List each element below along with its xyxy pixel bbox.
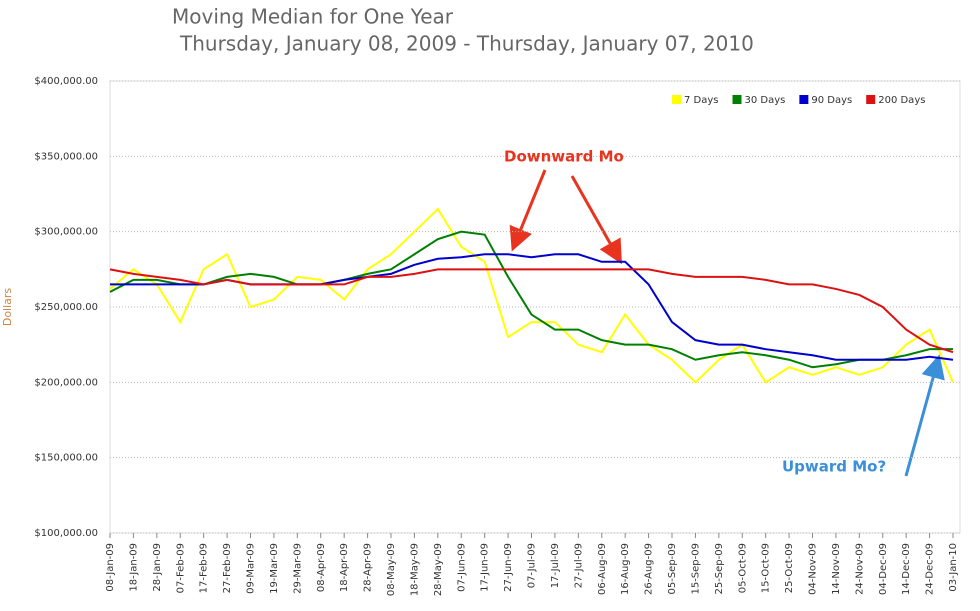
arrow bbox=[904, 354, 945, 477]
x-tick-label: 19-Mar-09 bbox=[269, 543, 280, 594]
x-tick-label: 14-Nov-09 bbox=[831, 543, 842, 595]
x-tick-label: 18-Apr-09 bbox=[339, 543, 350, 592]
x-tick-label: 24-Dec-09 bbox=[925, 543, 936, 595]
series-line bbox=[109, 268, 954, 354]
x-tick-label: 17-Jul-09 bbox=[550, 543, 561, 588]
x-tick-label: 06-Aug-09 bbox=[597, 543, 608, 595]
series-line bbox=[109, 207, 954, 384]
x-tick-label: 18-Jan-09 bbox=[128, 543, 139, 592]
x-tick-label: 27-Feb-09 bbox=[222, 543, 233, 593]
x-tick-label: 17-Jun-09 bbox=[480, 543, 491, 592]
x-tick-label: 29-Mar-09 bbox=[292, 543, 303, 594]
y-tick-label: $100,000.00 bbox=[34, 528, 98, 539]
chart-subtitle: Thursday, January 08, 2009 - Thursday, J… bbox=[179, 32, 754, 56]
legend-swatch bbox=[866, 95, 876, 104]
arrow bbox=[570, 175, 622, 265]
x-tick-label: 28-May-09 bbox=[433, 543, 444, 596]
x-tick-label: 27-Jul-09 bbox=[573, 543, 584, 588]
legend-label: 30 Days bbox=[745, 95, 786, 106]
x-tick-label: 05-Sep-09 bbox=[667, 543, 678, 595]
x-tick-label: 25-Oct-09 bbox=[784, 543, 795, 593]
x-tick-label: 25-Sep-09 bbox=[714, 543, 725, 595]
x-tick-label: 15-Sep-09 bbox=[690, 543, 701, 595]
arrow bbox=[509, 169, 547, 252]
x-tick-label: 17-Feb-09 bbox=[199, 543, 210, 593]
x-tick-label: 28-Apr-09 bbox=[363, 543, 374, 592]
x-tick-label: 16-Aug-09 bbox=[620, 543, 631, 595]
x-tick-label: 08-Jan-09 bbox=[105, 543, 116, 592]
x-tick-label: 14-Dec-09 bbox=[901, 543, 912, 595]
legend-swatch bbox=[732, 95, 742, 104]
x-tick-label: 27-Jun-09 bbox=[503, 543, 514, 592]
y-tick-label: $250,000.00 bbox=[34, 302, 98, 313]
legend-label: 7 Days bbox=[684, 95, 719, 106]
x-tick-label: 18-May-09 bbox=[409, 543, 420, 596]
legend-label: 90 Days bbox=[811, 95, 852, 106]
x-tick-label: 07-Feb-09 bbox=[175, 543, 186, 593]
x-tick-label: 03-Jan-10 bbox=[948, 543, 959, 592]
y-tick-label: $150,000.00 bbox=[34, 453, 98, 464]
x-tick-label: 04-Dec-09 bbox=[878, 543, 889, 595]
x-tick-label: 07-Jul-09 bbox=[527, 543, 538, 588]
y-tick-label: $350,000.00 bbox=[34, 151, 98, 162]
series-line bbox=[109, 230, 953, 369]
x-tick-label: 07-Jun-09 bbox=[456, 543, 467, 592]
x-tick-label: 08-Apr-09 bbox=[316, 543, 327, 592]
y-tick-label: $400,000.00 bbox=[34, 76, 98, 87]
annotation: Upward Mo? bbox=[782, 458, 886, 476]
x-tick-label: 09-Mar-09 bbox=[246, 543, 257, 594]
x-tick-label: 15-Oct-09 bbox=[761, 543, 772, 593]
x-tick-label: 28-Jan-09 bbox=[152, 543, 163, 592]
y-tick-label: $300,000.00 bbox=[34, 227, 98, 238]
x-tick-label: 26-Aug-09 bbox=[644, 543, 655, 595]
x-tick-label: 04-Nov-09 bbox=[808, 543, 819, 595]
legend-swatch bbox=[799, 95, 809, 104]
legend-label: 200 Days bbox=[878, 95, 925, 106]
y-tick-label: $200,000.00 bbox=[34, 377, 98, 388]
annotation: Downward Mo bbox=[504, 148, 624, 166]
y-axis-label: Dollars bbox=[1, 288, 14, 327]
x-tick-label: 05-Oct-09 bbox=[737, 543, 748, 593]
chart-title: Moving Median for One Year bbox=[172, 5, 454, 29]
x-tick-label: 24-Nov-09 bbox=[854, 543, 865, 595]
x-tick-label: 08-May-09 bbox=[386, 543, 397, 596]
legend-swatch bbox=[672, 95, 681, 104]
